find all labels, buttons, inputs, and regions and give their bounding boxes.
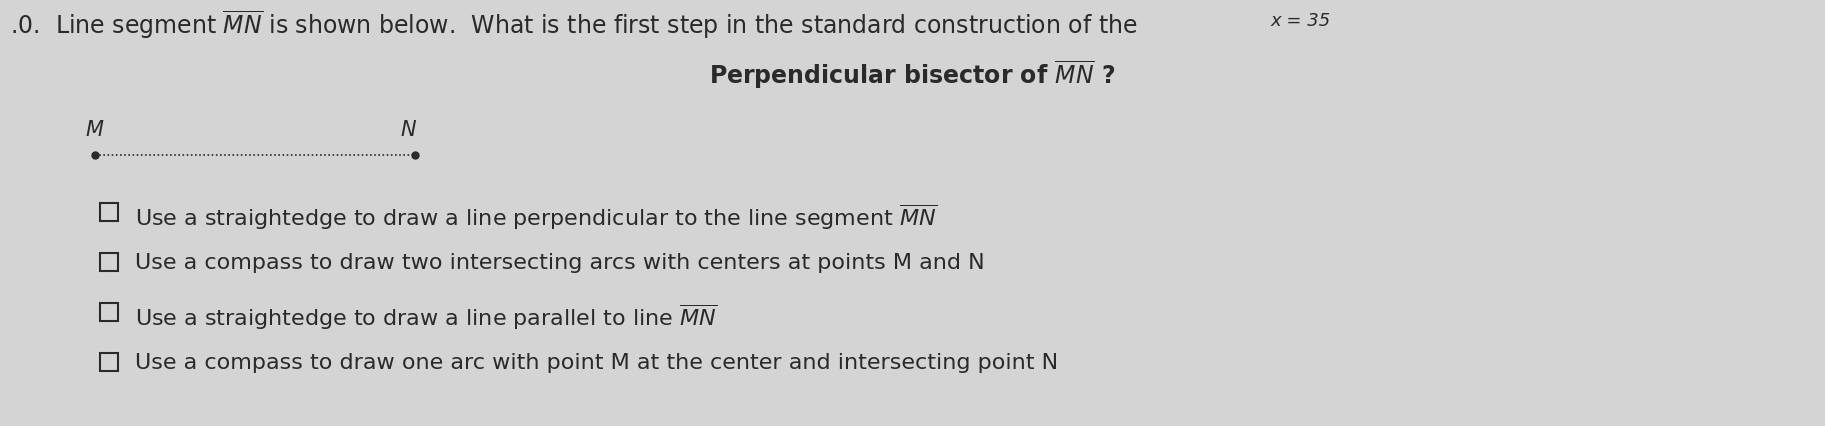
Text: Use a straightedge to draw a line perpendicular to the line segment $\overline{M: Use a straightedge to draw a line perpen…	[135, 203, 936, 233]
Bar	[100, 253, 119, 271]
Text: M: M	[86, 120, 102, 140]
Text: x = 35: x = 35	[1270, 12, 1330, 30]
Text: Use a compass to draw one arc with point M at the center and intersecting point : Use a compass to draw one arc with point…	[135, 353, 1058, 373]
Bar	[100, 353, 119, 371]
Text: .0.  Line segment $\overline{MN}$ is shown below.  What is the first step in the: .0. Line segment $\overline{MN}$ is show…	[9, 8, 1137, 41]
Text: Use a compass to draw two intersecting arcs with centers at points M and N: Use a compass to draw two intersecting a…	[135, 253, 986, 273]
Bar	[100, 303, 119, 321]
Text: N: N	[400, 120, 416, 140]
Text: Perpendicular bisector of $\overline{MN}$ ?: Perpendicular bisector of $\overline{MN}…	[710, 58, 1115, 91]
Text: Use a straightedge to draw a line parallel to line $\overline{MN}$: Use a straightedge to draw a line parall…	[135, 303, 717, 333]
Bar	[100, 203, 119, 221]
